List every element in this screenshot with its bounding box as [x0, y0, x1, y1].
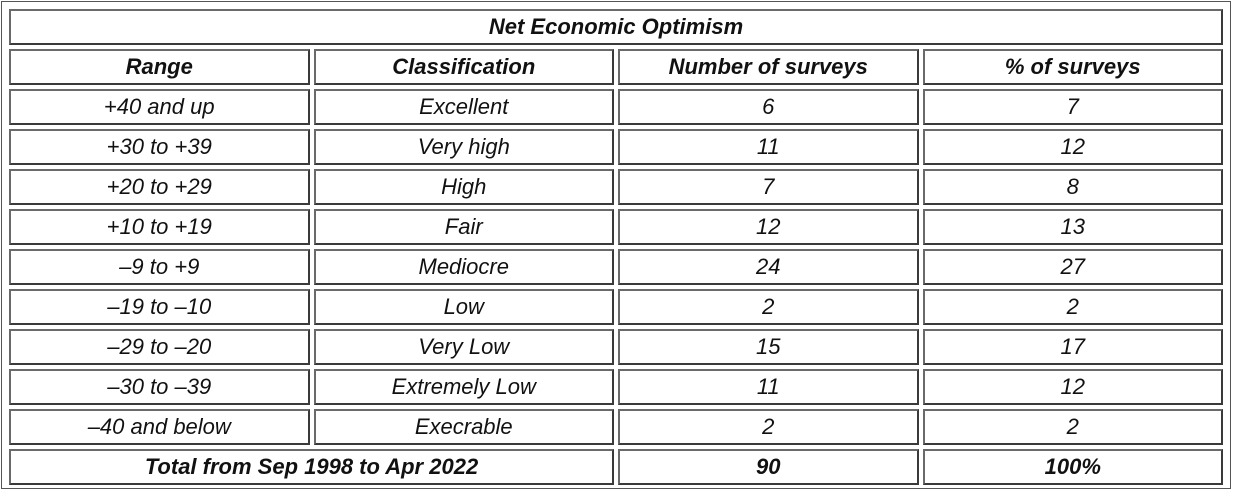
table-row: +10 to +19 Fair 12 13: [9, 209, 1223, 245]
header-percent-of-surveys: % of surveys: [922, 49, 1223, 85]
count-cell: 2: [618, 289, 919, 325]
classification-cell: High: [313, 169, 614, 205]
range-cell: +20 to +29: [9, 169, 310, 205]
classification-cell: Mediocre: [313, 249, 614, 285]
table-row: –29 to –20 Very Low 15 17: [9, 329, 1223, 365]
count-cell: 11: [618, 129, 919, 165]
count-cell: 12: [618, 209, 919, 245]
table-row: +40 and up Excellent 6 7: [9, 89, 1223, 125]
total-label: Total from Sep 1998 to Apr 2022: [9, 449, 614, 485]
classification-cell: Fair: [313, 209, 614, 245]
header-classification: Classification: [313, 49, 614, 85]
range-cell: –29 to –20: [9, 329, 310, 365]
table-title: Net Economic Optimism: [9, 9, 1223, 45]
header-range: Range: [9, 49, 310, 85]
range-cell: +10 to +19: [9, 209, 310, 245]
range-cell: +40 and up: [9, 89, 310, 125]
count-cell: 11: [618, 369, 919, 405]
percent-cell: 12: [922, 369, 1223, 405]
count-cell: 7: [618, 169, 919, 205]
range-cell: –30 to –39: [9, 369, 310, 405]
range-cell: –19 to –10: [9, 289, 310, 325]
percent-cell: 2: [922, 289, 1223, 325]
percent-cell: 13: [922, 209, 1223, 245]
table-row: –30 to –39 Extremely Low 11 12: [9, 369, 1223, 405]
count-cell: 15: [618, 329, 919, 365]
net-economic-optimism-table: Net Economic Optimism Range Classificati…: [5, 5, 1227, 489]
classification-cell: Extremely Low: [313, 369, 614, 405]
title-row: Net Economic Optimism: [9, 9, 1223, 45]
percent-cell: 7: [922, 89, 1223, 125]
range-cell: –9 to +9: [9, 249, 310, 285]
count-cell: 24: [618, 249, 919, 285]
percent-cell: 27: [922, 249, 1223, 285]
range-cell: –40 and below: [9, 409, 310, 445]
percent-cell: 12: [922, 129, 1223, 165]
table-row: +30 to +39 Very high 11 12: [9, 129, 1223, 165]
total-count: 90: [618, 449, 919, 485]
count-cell: 6: [618, 89, 919, 125]
percent-cell: 17: [922, 329, 1223, 365]
header-row: Range Classification Number of surveys %…: [9, 49, 1223, 85]
table-row: –19 to –10 Low 2 2: [9, 289, 1223, 325]
percent-cell: 2: [922, 409, 1223, 445]
percent-cell: 8: [922, 169, 1223, 205]
total-percent: 100%: [922, 449, 1223, 485]
classification-cell: Low: [313, 289, 614, 325]
total-row: Total from Sep 1998 to Apr 2022 90 100%: [9, 449, 1223, 485]
classification-cell: Execrable: [313, 409, 614, 445]
classification-cell: Very Low: [313, 329, 614, 365]
classification-cell: Excellent: [313, 89, 614, 125]
count-cell: 2: [618, 409, 919, 445]
table-row: –9 to +9 Mediocre 24 27: [9, 249, 1223, 285]
range-cell: +30 to +39: [9, 129, 310, 165]
table-row: +20 to +29 High 7 8: [9, 169, 1223, 205]
header-number-of-surveys: Number of surveys: [618, 49, 919, 85]
classification-cell: Very high: [313, 129, 614, 165]
table-row: –40 and below Execrable 2 2: [9, 409, 1223, 445]
